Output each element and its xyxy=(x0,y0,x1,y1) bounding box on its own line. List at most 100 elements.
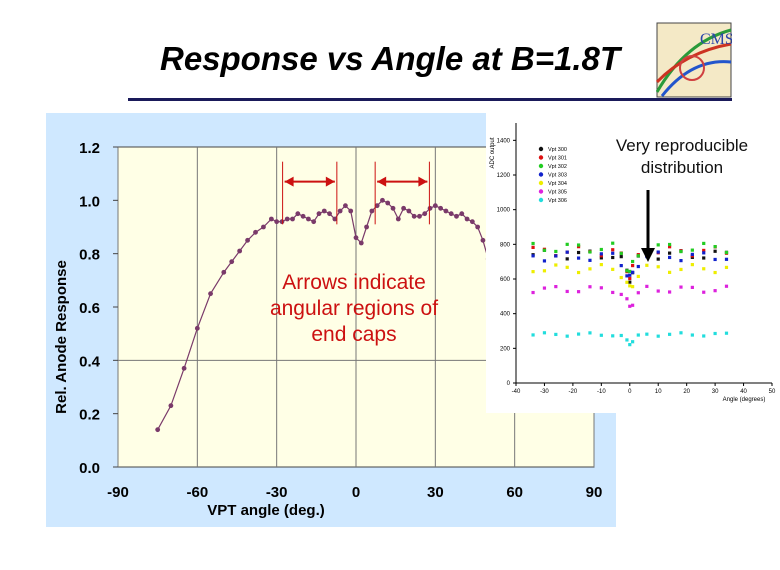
inset-legend-marker xyxy=(538,146,544,152)
inset-data-point xyxy=(668,245,672,249)
inset-data-point xyxy=(565,242,569,246)
inset-data-point xyxy=(631,303,635,307)
inset-data-point xyxy=(628,276,632,281)
inset-data-point xyxy=(645,284,649,288)
endcap-arrow-head xyxy=(418,176,428,187)
inset-data-point xyxy=(599,333,603,337)
inset-y-tick-label: 200 xyxy=(500,346,511,352)
inset-data-point xyxy=(619,255,623,259)
inset-data-point xyxy=(599,256,603,260)
inset-data-point xyxy=(713,331,717,336)
inset-data-point xyxy=(554,263,558,267)
inset-data-point xyxy=(668,270,672,274)
inset-data-point xyxy=(565,250,569,254)
inset-legend-label: Vpt 303 xyxy=(548,173,567,179)
data-point xyxy=(432,203,438,209)
inset-data-point xyxy=(565,334,569,338)
inset-data-point xyxy=(668,332,672,336)
data-point xyxy=(427,205,433,211)
inset-data-point xyxy=(588,267,592,271)
inset-data-point xyxy=(531,254,535,258)
inset-x-tick-label: -30 xyxy=(540,389,549,395)
inset-data-point xyxy=(713,249,717,253)
inset-y-tick-label: 0 xyxy=(507,381,511,387)
inset-data-point xyxy=(636,291,640,295)
y-tick-label: 1.2 xyxy=(79,140,100,157)
inset-data-point xyxy=(636,274,640,279)
inset-data-point xyxy=(576,250,581,255)
inset-x-tick-label: -20 xyxy=(569,389,578,395)
data-point xyxy=(464,216,470,222)
data-point xyxy=(221,269,227,275)
inset-legend-marker xyxy=(538,172,544,177)
logo-text: CMS xyxy=(700,31,732,48)
x-tick-label: 60 xyxy=(506,484,523,501)
data-point xyxy=(459,211,465,217)
inset-data-point xyxy=(619,333,623,338)
inset-legend-label: Vpt 306 xyxy=(548,198,567,204)
inset-data-point xyxy=(713,289,717,293)
inset-data-point xyxy=(679,267,683,272)
inset-data-point xyxy=(531,333,535,337)
inset-legend-marker xyxy=(538,155,544,160)
inset-data-point xyxy=(565,257,569,261)
inset-data-point xyxy=(679,331,683,335)
inset-legend-label: Vpt 300 xyxy=(548,147,567,153)
data-point xyxy=(290,216,295,222)
inset-data-point xyxy=(531,290,535,295)
inset-data-point xyxy=(645,332,649,336)
data-point xyxy=(306,216,311,222)
inset-data-point xyxy=(628,343,632,347)
data-point xyxy=(229,259,235,265)
inset-data-point xyxy=(611,248,615,252)
inset-data-point xyxy=(702,267,706,271)
inset-data-point xyxy=(599,263,603,267)
reproducibility-annotation: Very reproducible distribution xyxy=(592,135,772,179)
inset-y-tick-label: 800 xyxy=(500,242,511,248)
inset-data-point xyxy=(599,254,603,258)
inset-data-point xyxy=(656,250,660,254)
arrows-annotation-line: Arrows indicate xyxy=(282,271,426,294)
inset-data-point xyxy=(576,245,581,249)
reproducibility-annotation-line: distribution xyxy=(640,158,724,177)
inset-data-point xyxy=(645,263,649,267)
inset-data-point xyxy=(611,255,615,260)
y-axis-label: Rel. Anode Response xyxy=(53,260,70,414)
arrows-annotation-line: angular regions of xyxy=(269,297,439,320)
data-point xyxy=(311,219,317,225)
inset-data-point xyxy=(588,258,592,262)
data-point xyxy=(316,211,322,217)
inset-data-point xyxy=(668,251,672,255)
inset-data-point xyxy=(724,265,729,270)
inset-x-axis-label: Angle (degrees) xyxy=(723,397,766,403)
x-tick-label: 0 xyxy=(352,484,360,501)
endcap-arrow-head xyxy=(284,176,294,187)
arrows-annotation: Arrows indicate angular regions of end c… xyxy=(244,270,464,348)
inset-data-point xyxy=(702,290,706,294)
endcap-arrow-head xyxy=(325,176,335,187)
data-point xyxy=(469,219,475,225)
inset-legend-label: Vpt 302 xyxy=(548,164,567,170)
data-point xyxy=(448,211,454,217)
data-point xyxy=(295,211,301,217)
data-point xyxy=(475,224,481,230)
inset-y-axis-label: ADC output xyxy=(490,137,496,168)
inset-legend-label: Vpt 305 xyxy=(548,190,567,196)
inset-data-point xyxy=(668,290,672,294)
inset-y-tick-label: 400 xyxy=(500,312,511,318)
inset-data-point xyxy=(625,274,629,278)
inset-data-point xyxy=(631,340,635,344)
inset-data-point xyxy=(554,332,558,337)
data-point xyxy=(385,200,391,206)
endcap-arrow-head xyxy=(377,176,387,187)
x-tick-label: 30 xyxy=(427,484,444,501)
data-point xyxy=(245,237,250,243)
inset-data-point xyxy=(679,259,683,263)
inset-data-point xyxy=(565,265,569,269)
inset-data-point xyxy=(628,304,632,308)
inset-data-point xyxy=(554,285,558,289)
data-point xyxy=(406,208,412,214)
inset-legend-label: Vpt 304 xyxy=(548,181,567,187)
data-point xyxy=(369,208,375,214)
inset-data-point xyxy=(690,285,694,289)
